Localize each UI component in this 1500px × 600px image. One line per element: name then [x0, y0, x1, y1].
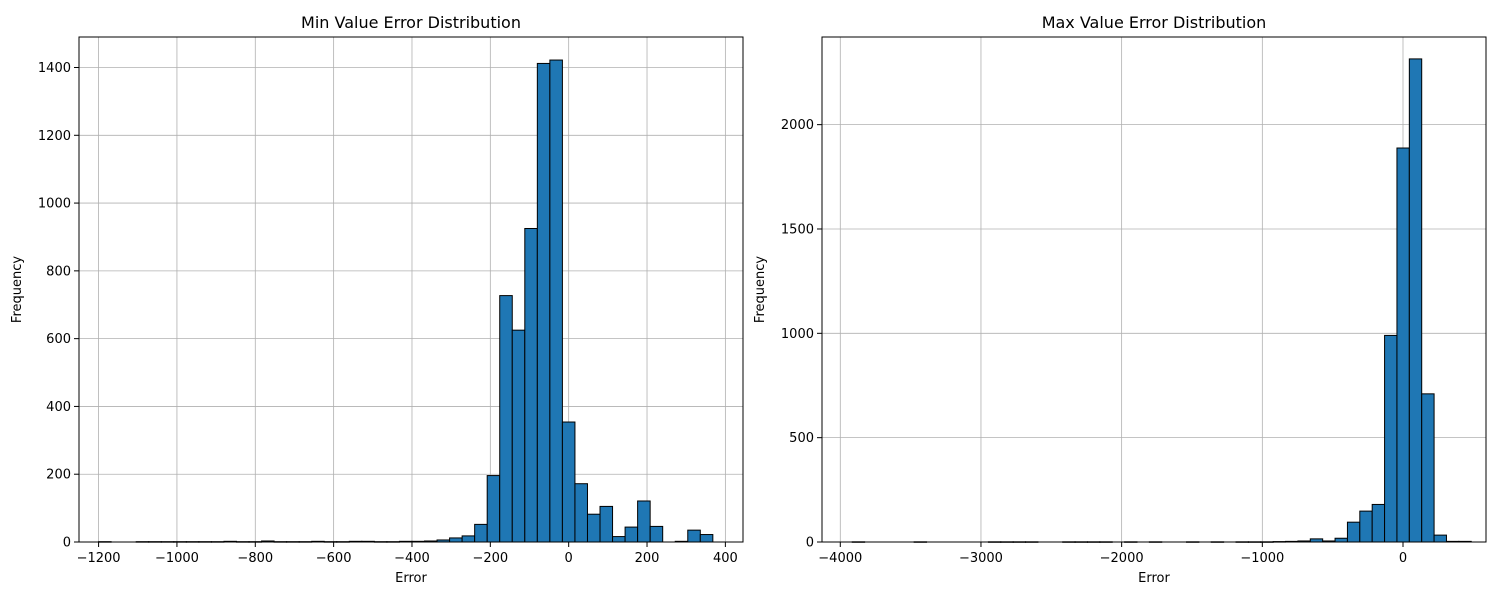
min-bar [574, 483, 588, 543]
min-bar [549, 59, 563, 543]
min-y-tick-label: 200 [46, 468, 71, 483]
min-bar [499, 295, 513, 543]
max-bar [1433, 534, 1447, 543]
min-y-tick-label: 800 [46, 264, 71, 279]
max-x-tick-label: −2000 [1100, 551, 1144, 566]
max-bar [1334, 537, 1348, 543]
max-bar [1371, 503, 1386, 543]
max-bar [1359, 510, 1373, 543]
min-x-axis-label: Error [395, 571, 427, 586]
min-y-tick-label: 1400 [38, 61, 71, 76]
min-bar [561, 421, 576, 543]
min-bar [449, 537, 463, 543]
min-bar [486, 475, 501, 543]
min-bar [474, 523, 488, 543]
min-bar [699, 534, 714, 543]
min-bar [586, 513, 601, 543]
min-grid [79, 37, 743, 543]
min-x-tick-label: −1200 [77, 551, 121, 566]
max-bar [1346, 521, 1361, 543]
min-y-axis-label: Frequency [10, 256, 25, 323]
max-bar [1384, 334, 1398, 543]
min-x-tick-label: −600 [316, 551, 352, 566]
max-bar [1408, 58, 1423, 543]
max-y-axis-label: Frequency [753, 256, 768, 323]
min-y-tick-label: 1200 [38, 129, 71, 144]
min-bar [524, 227, 538, 543]
min-ticks: −1200 −1000 −800 −600 −400 −200 0 200 400 0 200 400… [38, 61, 738, 566]
max-bar [1421, 393, 1435, 543]
min-y-tick-label: 0 [63, 536, 71, 551]
min-bar [461, 535, 476, 543]
min-error-histogram: −1200 −1000 −800 −600 −400 −200 0 200 400 0 200 400… [10, 13, 744, 586]
min-x-tick-label: −800 [237, 551, 273, 566]
min-bar [612, 536, 626, 543]
max-x-tick-label: −4000 [818, 551, 862, 566]
max-y-tick-label: 500 [789, 431, 814, 446]
max-x-tick-label: 0 [1399, 551, 1407, 566]
min-bar [637, 500, 651, 543]
min-y-tick-label: 400 [46, 400, 71, 415]
max-bars [851, 58, 1472, 543]
max-x-tick-label: −3000 [959, 551, 1003, 566]
max-y-tick-label: 1500 [781, 222, 814, 237]
min-x-tick-label: −200 [472, 551, 508, 566]
min-x-tick-label: −400 [394, 551, 430, 566]
max-chart-title: Max Value Error Distribution [1042, 13, 1267, 32]
max-y-tick-label: 1000 [781, 327, 814, 342]
min-bars [98, 59, 714, 543]
min-y-tick-label: 1000 [38, 197, 71, 212]
min-x-tick-label: 200 [635, 551, 660, 566]
max-x-tick-label: −1000 [1240, 551, 1284, 566]
max-ticks: −4000 −3000 −2000 −1000 0 0 500 1000 1500 2000 [781, 118, 1407, 566]
max-x-axis-label: Error [1138, 571, 1170, 586]
min-bar [624, 526, 639, 543]
min-bar [599, 505, 614, 543]
min-x-tick-label: 0 [565, 551, 573, 566]
min-bar [511, 329, 526, 543]
min-bar [649, 525, 664, 543]
min-y-tick-label: 600 [46, 332, 71, 347]
min-bar [536, 62, 551, 543]
max-y-tick-label: 0 [806, 536, 814, 551]
min-x-tick-label: −1000 [155, 551, 199, 566]
max-y-tick-label: 2000 [781, 118, 814, 133]
max-plot-frame [821, 36, 1487, 543]
min-x-tick-label: 400 [713, 551, 738, 566]
max-bar [1396, 147, 1410, 543]
min-bar [687, 529, 701, 543]
min-plot-frame [78, 36, 744, 543]
min-chart-title: Min Value Error Distribution [301, 13, 521, 32]
max-error-histogram: −4000 −3000 −2000 −1000 0 0 500 1000 1500 2000 Ma… [753, 13, 1487, 586]
